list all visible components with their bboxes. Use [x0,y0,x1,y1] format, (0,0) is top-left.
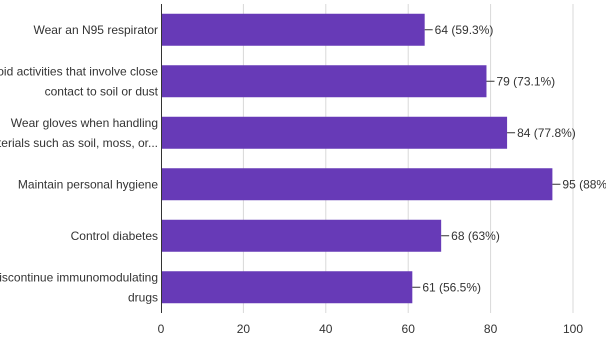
bar-5 [162,219,442,252]
x-tick-label: 100 [563,322,583,336]
data-label: 64 (59.3%) [435,23,494,37]
bar-2 [162,65,487,98]
data-label: 79 (73.1%) [496,74,555,88]
gridlines [242,4,574,313]
bar-6 [162,271,413,304]
x-tick-label: 60 [402,322,416,336]
data-label: 95 (88%) [562,177,606,191]
x-tick-label: 40 [319,322,333,336]
category-label: Control diabetes [71,229,158,243]
bar-1 [162,13,425,46]
x-tick-label: 80 [484,322,498,336]
x-tick-label: 0 [158,322,165,336]
category-label: Maintain personal hygiene [18,177,158,191]
category-label: Avoid activities that involve close conta… [0,64,159,98]
labels: 0 20 40 60 80 100 Wear an N95 respirator 64 (59… [0,23,606,336]
category-label: Wear gloves when handlingmaterials such … [0,116,158,150]
data-label: 61 (56.5%) [422,280,481,294]
category-label: Wear an N95 respirator [34,23,159,37]
data-label: 84 (77.8%) [517,126,576,140]
bar-4 [162,168,553,201]
x-tick-label: 20 [237,322,251,336]
data-label: 68 (63%) [451,229,500,243]
category-label: Discontinue immunomodulating drugs [0,270,158,304]
bar-3 [162,116,508,149]
bars [162,13,553,304]
